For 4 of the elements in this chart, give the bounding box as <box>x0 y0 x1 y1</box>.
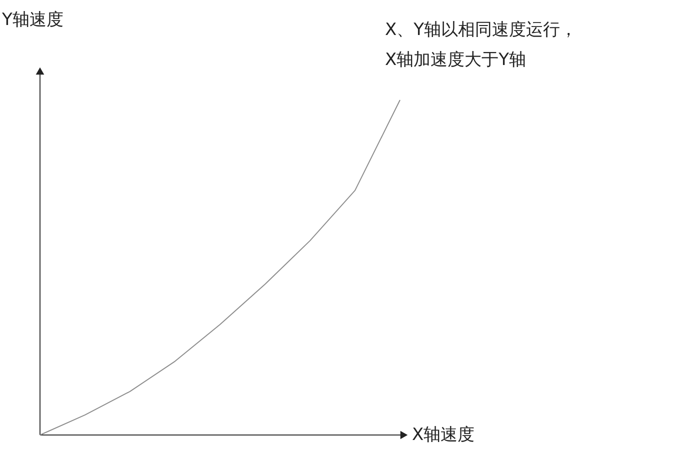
text: X轴加速度大于Y轴 <box>385 50 526 70</box>
text: X、Y轴以相同速度运行， <box>385 20 578 40</box>
x-axis-title: X轴速度 <box>412 425 475 445</box>
y-axis-title: Y轴速度 <box>1 10 64 30</box>
